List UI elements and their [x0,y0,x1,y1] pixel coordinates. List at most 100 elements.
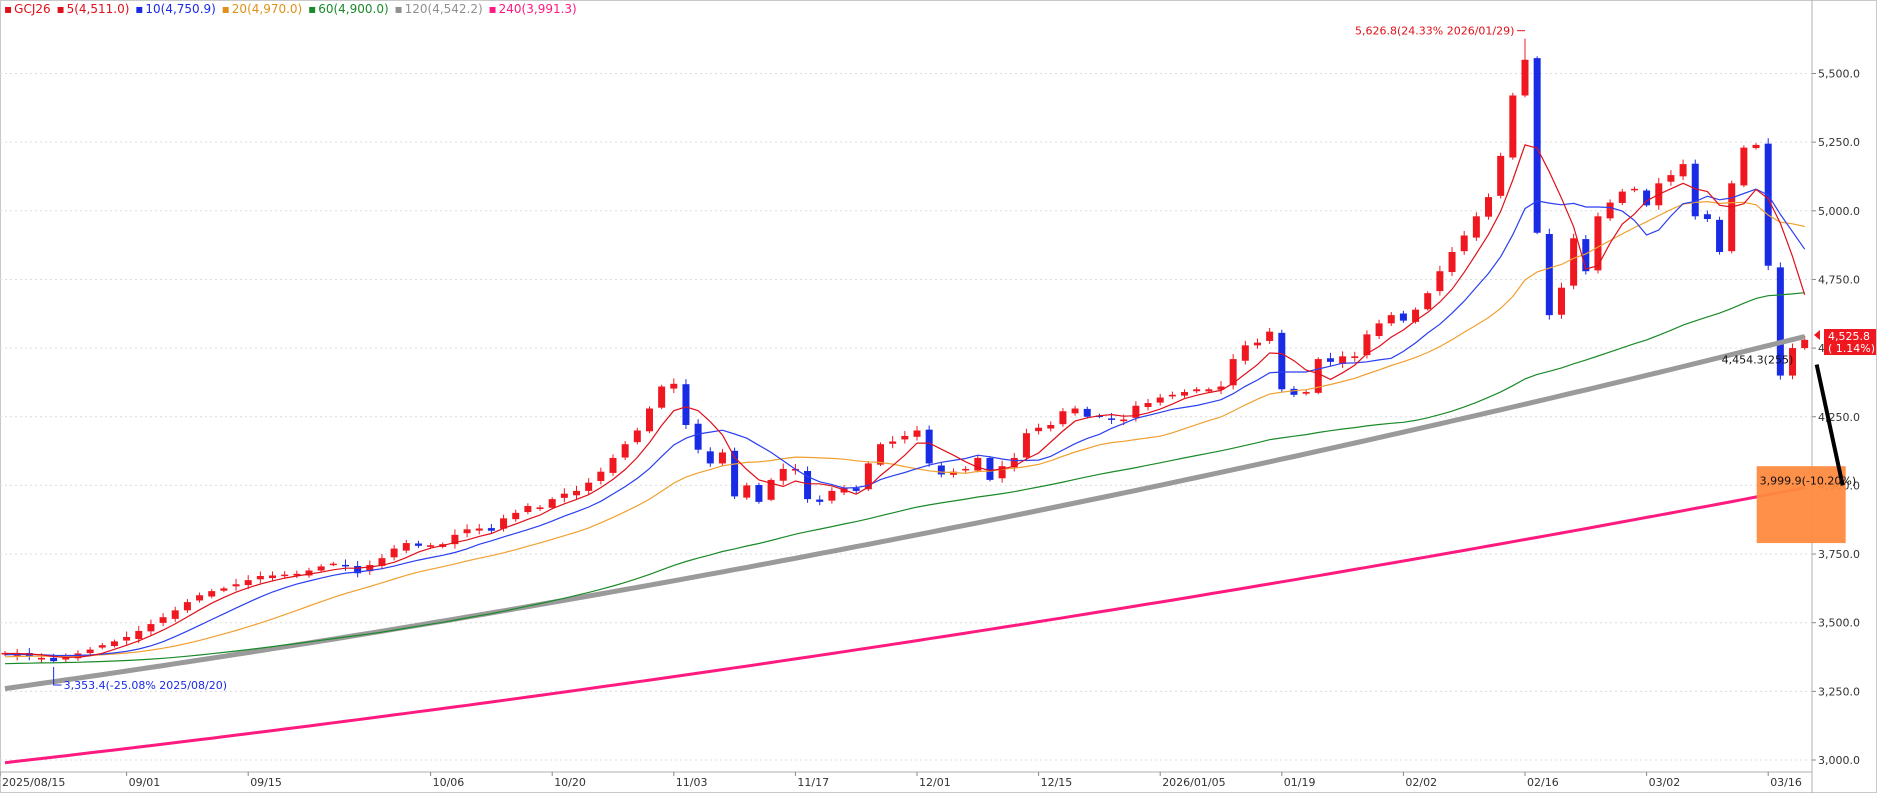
legend-ma5-marker: ▪ [56,2,65,16]
price-tag-box [1824,329,1876,356]
candle [1703,210,1711,223]
candle [1740,145,1748,188]
legend-ma120: 120(4,542.2) [404,2,483,16]
legend-ma10: 10(4,750.9) [145,2,216,16]
candle [864,461,872,492]
candle [986,456,994,482]
candle-body [645,408,653,432]
candle-body [706,451,714,464]
candle [1290,386,1298,398]
candle-body [1801,339,1809,349]
candle [341,559,349,571]
candle-body [1253,342,1261,346]
candle [645,406,653,434]
candle [305,567,313,578]
candle-body [1229,359,1237,386]
candle [1521,38,1529,98]
candle-body [1351,356,1359,358]
candle-body [500,518,508,529]
candle [1606,199,1614,221]
x-tick-label: 02/02 [1405,776,1437,789]
candle-body [1035,427,1043,432]
candle [220,586,228,593]
candle [98,642,106,650]
candle-body [414,543,422,546]
candle [1533,56,1541,235]
candle [1679,159,1687,181]
candle [390,544,398,561]
x-tick-label: 11/17 [797,776,829,789]
candle-body [256,576,264,580]
candle [317,564,325,573]
candle [1618,188,1626,206]
candle [1339,351,1347,368]
price-tag-value: 4,525.8 [1828,330,1870,343]
candle-body [1740,147,1748,186]
candle-body [1703,214,1711,220]
ma60-line [4,292,1805,665]
candle-body [1144,403,1152,408]
candle-body [1776,267,1784,376]
candle [621,441,629,461]
candle [1643,188,1651,207]
candle-body [208,591,216,597]
candle [913,425,921,441]
candle-body [1485,197,1493,217]
candle [329,561,337,567]
candle-body [37,657,45,660]
candle-body [755,484,763,502]
candle-body [816,499,824,502]
candle-body [1545,234,1553,316]
legend-ma20: 20(4,970.0) [231,2,303,16]
candle-body [402,543,410,551]
candle [925,425,933,467]
candle-body [548,499,556,508]
candle [1022,428,1030,462]
candle [658,384,666,410]
candle-body [1387,315,1395,324]
candle-body [718,452,726,464]
candle [889,436,897,449]
candle-body [1168,394,1176,397]
candle-body [1071,408,1079,414]
candle [1424,291,1432,311]
candle-body [852,488,860,491]
candle-body [1278,332,1286,390]
candle [171,606,179,622]
candle-body [1314,359,1322,393]
candle [1083,406,1091,419]
candle-body [98,645,106,648]
candle-body [743,485,751,498]
x-tick-label: 11/03 [676,776,708,789]
candle-body [1582,239,1590,272]
candle-body [50,657,58,662]
candle [998,460,1006,483]
candle [269,571,277,582]
candle-body [1557,287,1565,315]
candle-body [1618,191,1626,203]
candle-body [1181,392,1189,396]
candle-body [305,570,313,576]
candle-body [536,507,544,510]
candle [1168,391,1176,400]
candle [1302,389,1310,396]
candle [1193,387,1201,394]
candle-body [1217,386,1225,390]
candle [1752,143,1760,150]
candle [1472,212,1480,241]
candle-body [937,465,945,475]
candle [718,448,726,467]
candle-body [694,423,702,450]
candle [512,509,520,522]
candle [901,430,909,444]
candle [1789,343,1797,380]
candle [731,447,739,499]
y-tick-label: 5,250.0 [1818,136,1860,149]
legend-ma20-marker: ▪ [221,2,230,16]
candle-body [281,574,289,577]
candle-body [1022,433,1030,458]
candle [1557,282,1565,319]
candle-body [475,528,483,531]
candle-body [1728,183,1736,252]
